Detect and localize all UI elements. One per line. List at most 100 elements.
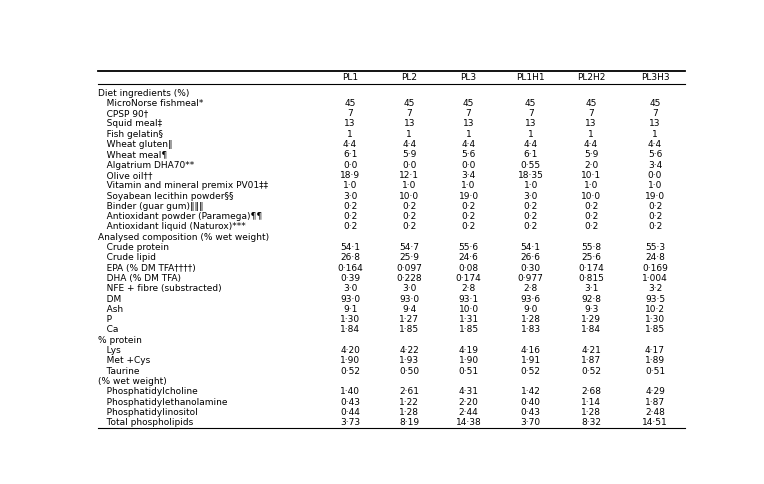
Text: 3·73: 3·73	[340, 418, 360, 427]
Text: Antioxidant powder (Paramega)¶¶: Antioxidant powder (Paramega)¶¶	[99, 212, 263, 221]
Text: 2·0: 2·0	[584, 161, 598, 169]
Text: 26·8: 26·8	[340, 253, 360, 262]
Text: 1: 1	[652, 130, 658, 139]
Text: 26·6: 26·6	[521, 253, 541, 262]
Text: DHA (% DM TFA): DHA (% DM TFA)	[99, 274, 182, 283]
Text: 0·2: 0·2	[523, 212, 538, 221]
Text: 1·84: 1·84	[340, 325, 360, 334]
Text: 1·0: 1·0	[523, 181, 538, 190]
Text: 14·38: 14·38	[455, 418, 481, 427]
Text: 4·4: 4·4	[648, 140, 662, 149]
Text: 92·8: 92·8	[581, 295, 601, 303]
Text: 4·4: 4·4	[584, 140, 598, 149]
Text: 13: 13	[525, 120, 536, 128]
Text: 3·2: 3·2	[648, 284, 662, 293]
Text: 25·6: 25·6	[581, 253, 601, 262]
Text: 10·1: 10·1	[581, 171, 601, 180]
Text: 14·51: 14·51	[643, 418, 668, 427]
Text: 4·17: 4·17	[645, 346, 665, 355]
Text: 1·28: 1·28	[581, 408, 601, 417]
Text: PL3H3: PL3H3	[641, 73, 669, 82]
Text: 0·30: 0·30	[520, 264, 541, 272]
Text: 0·164: 0·164	[337, 264, 363, 272]
Text: 0·2: 0·2	[402, 212, 416, 221]
Text: 0·40: 0·40	[521, 397, 541, 407]
Text: PL1H1: PL1H1	[516, 73, 545, 82]
Text: 3·1: 3·1	[584, 284, 598, 293]
Text: 55·6: 55·6	[458, 243, 478, 252]
Text: 0·0: 0·0	[343, 161, 358, 169]
Text: EPA (% DM TFA††††): EPA (% DM TFA††††)	[99, 264, 196, 272]
Text: 7: 7	[528, 109, 533, 118]
Text: 24·8: 24·8	[645, 253, 665, 262]
Text: 9·4: 9·4	[402, 305, 416, 314]
Text: 0·2: 0·2	[461, 212, 476, 221]
Text: 18·9: 18·9	[340, 171, 360, 180]
Text: 7: 7	[588, 109, 594, 118]
Text: 1·85: 1·85	[645, 325, 665, 334]
Text: 45: 45	[525, 99, 536, 108]
Text: Algatrium DHA70**: Algatrium DHA70**	[99, 161, 195, 169]
Text: 0·55: 0·55	[520, 161, 541, 169]
Text: 7: 7	[347, 109, 353, 118]
Text: 55·8: 55·8	[581, 243, 601, 252]
Text: 0·2: 0·2	[402, 202, 416, 211]
Text: 45: 45	[585, 99, 597, 108]
Text: 0·0: 0·0	[648, 171, 662, 180]
Text: 0·52: 0·52	[340, 367, 360, 376]
Text: 1·0: 1·0	[461, 181, 476, 190]
Text: 19·0: 19·0	[458, 192, 478, 200]
Text: 0·2: 0·2	[523, 223, 538, 231]
Text: 7: 7	[465, 109, 471, 118]
Text: 6·1: 6·1	[523, 151, 538, 159]
Text: Antioxidant liquid (Naturox)***: Antioxidant liquid (Naturox)***	[99, 223, 246, 231]
Text: Diet ingredients (%): Diet ingredients (%)	[99, 89, 189, 98]
Text: Binder (guar gum)‖‖‖: Binder (guar gum)‖‖‖	[99, 202, 204, 211]
Text: 4·21: 4·21	[581, 346, 601, 355]
Text: 1·85: 1·85	[400, 325, 419, 334]
Text: 25·9: 25·9	[400, 253, 419, 262]
Text: 93·1: 93·1	[458, 295, 478, 303]
Text: 0·2: 0·2	[648, 212, 662, 221]
Text: 0·2: 0·2	[523, 202, 538, 211]
Text: Lys: Lys	[99, 346, 121, 355]
Text: 1·90: 1·90	[458, 356, 478, 365]
Text: 54·7: 54·7	[400, 243, 419, 252]
Text: Phosphatidylinositol: Phosphatidylinositol	[99, 408, 198, 417]
Text: 93·0: 93·0	[400, 295, 419, 303]
Text: 4·22: 4·22	[400, 346, 419, 355]
Text: 0·2: 0·2	[648, 202, 662, 211]
Text: 45: 45	[463, 99, 474, 108]
Text: 0·43: 0·43	[340, 397, 360, 407]
Text: 93·5: 93·5	[645, 295, 665, 303]
Text: P: P	[99, 315, 112, 324]
Text: 93·0: 93·0	[340, 295, 360, 303]
Text: 0·39: 0·39	[340, 274, 360, 283]
Text: 1: 1	[465, 130, 471, 139]
Text: 0·228: 0·228	[397, 274, 422, 283]
Text: Crude lipid: Crude lipid	[99, 253, 157, 262]
Text: % protein: % protein	[99, 336, 142, 345]
Text: 13: 13	[345, 120, 356, 128]
Text: Analysed composition (% wet weight): Analysed composition (% wet weight)	[99, 233, 270, 242]
Text: 0·977: 0·977	[518, 274, 544, 283]
Text: 4·29: 4·29	[645, 387, 665, 396]
Text: 0·52: 0·52	[581, 367, 601, 376]
Text: 0·169: 0·169	[642, 264, 668, 272]
Text: Phosphatidylcholine: Phosphatidylcholine	[99, 387, 198, 396]
Text: 1·004: 1·004	[643, 274, 668, 283]
Text: 0·2: 0·2	[461, 223, 476, 231]
Text: Wheat gluten‖: Wheat gluten‖	[99, 140, 173, 149]
Text: 5·9: 5·9	[402, 151, 416, 159]
Text: 2·8: 2·8	[461, 284, 476, 293]
Text: 1·89: 1·89	[645, 356, 665, 365]
Text: 0·174: 0·174	[455, 274, 481, 283]
Text: 0·2: 0·2	[584, 212, 598, 221]
Text: 1·90: 1·90	[340, 356, 360, 365]
Text: 1·87: 1·87	[581, 356, 601, 365]
Text: 10·0: 10·0	[400, 192, 419, 200]
Text: 0·2: 0·2	[461, 202, 476, 211]
Text: 0·2: 0·2	[343, 212, 358, 221]
Text: 0·2: 0·2	[343, 202, 358, 211]
Text: 7: 7	[652, 109, 658, 118]
